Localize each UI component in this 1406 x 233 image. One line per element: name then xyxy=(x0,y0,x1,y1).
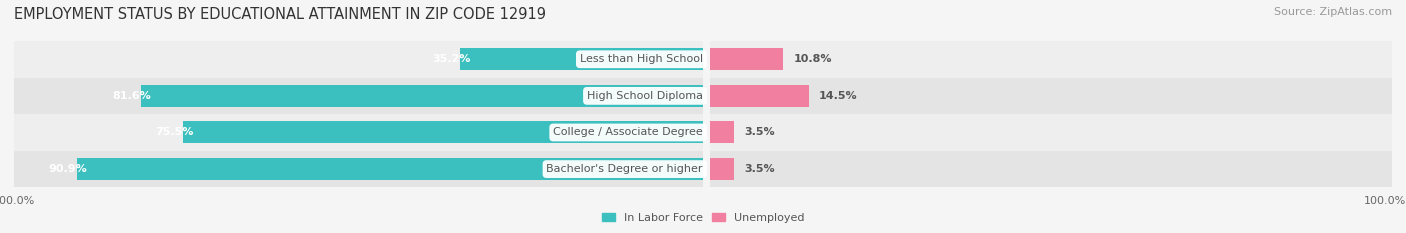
Text: EMPLOYMENT STATUS BY EDUCATIONAL ATTAINMENT IN ZIP CODE 12919: EMPLOYMENT STATUS BY EDUCATIONAL ATTAINM… xyxy=(14,7,546,22)
Bar xyxy=(14,41,703,78)
Text: 35.2%: 35.2% xyxy=(433,54,471,64)
Legend: In Labor Force, Unemployed: In Labor Force, Unemployed xyxy=(598,209,808,227)
Text: Bachelor's Degree or higher: Bachelor's Degree or higher xyxy=(547,164,703,174)
Text: 81.6%: 81.6% xyxy=(112,91,152,101)
Bar xyxy=(710,85,808,107)
Text: 90.9%: 90.9% xyxy=(48,164,87,174)
Bar xyxy=(141,85,703,107)
Text: 75.5%: 75.5% xyxy=(155,127,193,137)
Bar xyxy=(710,121,734,144)
Bar xyxy=(710,78,1392,114)
Text: Less than High School: Less than High School xyxy=(579,54,703,64)
Bar xyxy=(710,114,1392,151)
Bar xyxy=(461,48,703,70)
Bar xyxy=(710,158,734,180)
Bar xyxy=(710,41,1392,78)
Text: High School Diploma: High School Diploma xyxy=(586,91,703,101)
Text: College / Associate Degree: College / Associate Degree xyxy=(553,127,703,137)
Bar xyxy=(14,151,703,187)
Text: 10.8%: 10.8% xyxy=(794,54,832,64)
Bar xyxy=(14,114,703,151)
Bar xyxy=(14,78,703,114)
Text: Source: ZipAtlas.com: Source: ZipAtlas.com xyxy=(1274,7,1392,17)
Text: 14.5%: 14.5% xyxy=(818,91,858,101)
Text: 3.5%: 3.5% xyxy=(744,127,775,137)
Bar xyxy=(710,151,1392,187)
Bar xyxy=(183,121,703,144)
Bar xyxy=(710,48,783,70)
Bar xyxy=(77,158,703,180)
Text: 3.5%: 3.5% xyxy=(744,164,775,174)
